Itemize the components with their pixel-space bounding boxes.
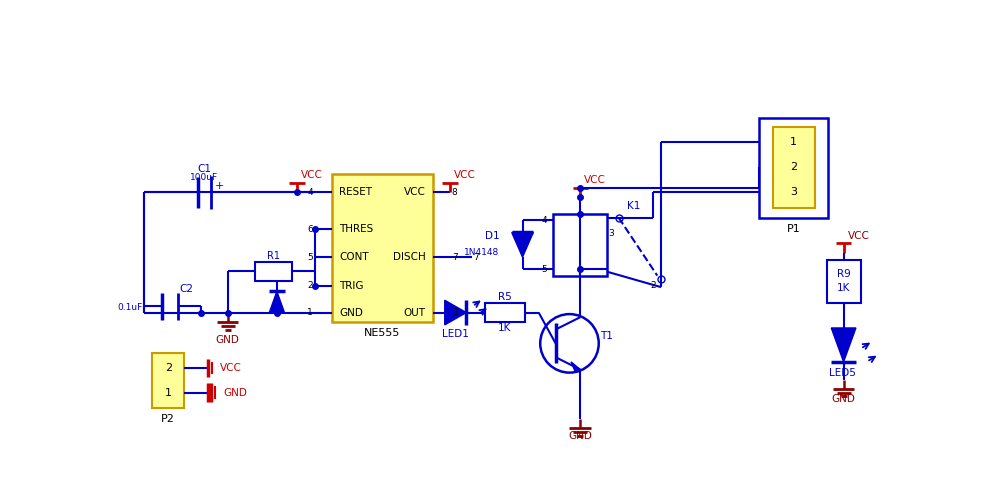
Text: 3: 3 [790, 188, 797, 198]
Text: RESET: RESET [339, 188, 372, 198]
Text: VCC: VCC [220, 363, 242, 373]
Text: LED1: LED1 [442, 329, 469, 339]
Text: 1N4148: 1N4148 [464, 248, 499, 257]
Text: R5: R5 [498, 292, 512, 302]
Text: 1K: 1K [498, 323, 511, 333]
Text: 1: 1 [790, 138, 797, 147]
Text: 7: 7 [452, 252, 458, 262]
Text: GND: GND [339, 308, 363, 318]
FancyBboxPatch shape [553, 214, 607, 276]
Polygon shape [269, 292, 285, 313]
Text: OUT: OUT [403, 308, 425, 318]
Text: VCC: VCC [404, 188, 425, 198]
Text: GND: GND [832, 394, 856, 404]
Text: TRIG: TRIG [339, 280, 364, 290]
Text: VCC: VCC [584, 175, 606, 185]
Text: GND: GND [568, 431, 592, 441]
FancyBboxPatch shape [255, 262, 292, 280]
Text: 8: 8 [452, 188, 458, 197]
Text: 100uF: 100uF [190, 172, 219, 182]
Text: 2: 2 [165, 363, 172, 373]
Text: D1: D1 [485, 230, 499, 240]
Text: 3: 3 [608, 229, 614, 238]
Text: –: – [608, 212, 614, 224]
Text: LED5: LED5 [829, 368, 855, 378]
Text: R9: R9 [837, 269, 850, 279]
Text: 2: 2 [790, 162, 797, 172]
Text: C1: C1 [198, 164, 212, 174]
Text: 1: 1 [307, 308, 313, 317]
Text: 6: 6 [307, 225, 313, 234]
FancyBboxPatch shape [152, 352, 184, 408]
Text: THRES: THRES [339, 224, 374, 234]
Text: VCC: VCC [301, 170, 323, 180]
FancyBboxPatch shape [332, 174, 433, 322]
Polygon shape [445, 300, 466, 325]
Polygon shape [512, 232, 533, 257]
Text: VCC: VCC [454, 170, 476, 180]
Polygon shape [571, 362, 580, 372]
Text: GND: GND [223, 388, 247, 398]
Text: 7: 7 [473, 252, 479, 262]
Text: K1: K1 [627, 202, 641, 211]
Text: 4: 4 [542, 216, 547, 224]
Text: NE555: NE555 [364, 328, 401, 338]
Text: T1: T1 [600, 330, 613, 340]
Text: DISCH: DISCH [393, 252, 425, 262]
Text: 3: 3 [452, 308, 458, 317]
FancyBboxPatch shape [827, 260, 861, 302]
Text: 2: 2 [651, 281, 656, 290]
FancyBboxPatch shape [485, 304, 525, 322]
Text: 1K: 1K [837, 283, 850, 293]
Text: CONT: CONT [339, 252, 369, 262]
Text: VCC: VCC [847, 230, 869, 240]
Text: 5: 5 [307, 252, 313, 262]
FancyBboxPatch shape [759, 118, 828, 218]
FancyBboxPatch shape [773, 127, 815, 208]
Text: 5: 5 [541, 265, 547, 274]
Text: 1: 1 [165, 388, 172, 398]
Text: P1: P1 [787, 224, 800, 234]
Text: R1: R1 [267, 251, 280, 261]
Text: 4: 4 [307, 188, 313, 197]
Text: +: + [215, 182, 225, 192]
Text: C2: C2 [180, 284, 194, 294]
Polygon shape [831, 328, 856, 362]
Text: 2: 2 [307, 281, 313, 290]
Text: P2: P2 [161, 414, 175, 424]
Text: 0.1uF: 0.1uF [117, 304, 142, 312]
Text: GND: GND [216, 334, 240, 344]
